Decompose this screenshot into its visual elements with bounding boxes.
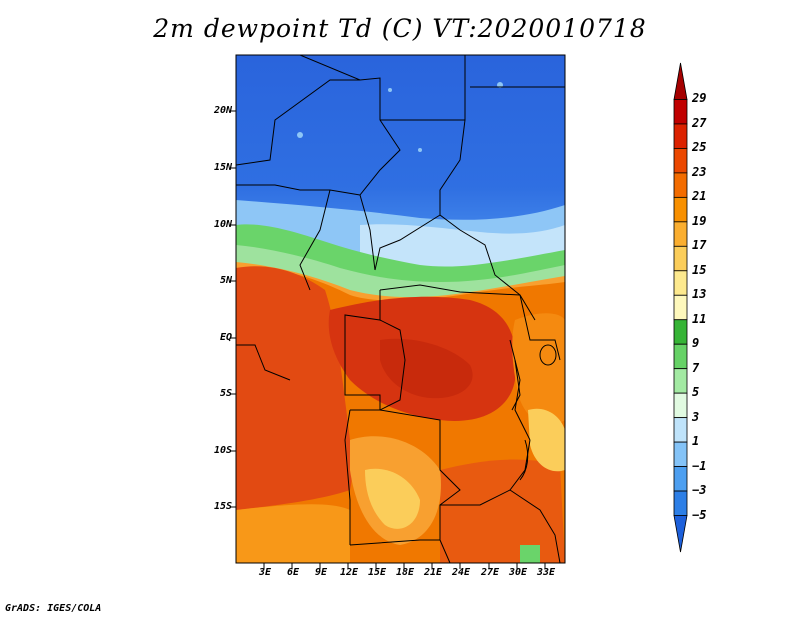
lon-label-15e: 15E: [367, 567, 387, 578]
colorbar-label: 27: [692, 115, 707, 130]
colorbar-segment: [673, 172, 688, 198]
colorbar-segment: [673, 490, 688, 516]
east-dry: [528, 408, 565, 472]
lat-label-15s: 15S: [213, 501, 232, 512]
lon-label-9e: 9E: [314, 567, 328, 578]
lakes: [511, 344, 557, 481]
colorbar-segment: [673, 343, 688, 370]
colorbar-label: 11: [692, 311, 707, 326]
colorbar-segment: [673, 245, 688, 272]
map-field: [236, 55, 565, 563]
colorbar-label: 5: [692, 385, 700, 400]
lon-label-18e: 18E: [395, 567, 415, 578]
lat-label-5s: 5S: [219, 388, 232, 399]
lon-label-27e: 27E: [480, 567, 500, 578]
colorbar-segment: [673, 294, 688, 321]
lat-label-10n: 10N: [213, 219, 232, 230]
colorbar-segment: [673, 368, 688, 394]
lon-label-30e: 30E: [508, 567, 528, 578]
colorbar-segment: [673, 148, 688, 174]
colorbar-label: 7: [692, 360, 700, 375]
colorbar-segment: [673, 221, 688, 247]
lat-label-20n: 20N: [213, 105, 232, 116]
colorbar-segment: [673, 441, 688, 467]
southeast-humid: [440, 459, 565, 563]
colorbar-label: 25: [692, 140, 707, 155]
colorbar-arrow-bottom: [673, 515, 688, 553]
colorbar-label: 15: [692, 262, 707, 277]
colorbar-segment: [673, 417, 688, 443]
colorbar-label: 1: [692, 434, 700, 449]
colorbar-segment: [673, 319, 688, 345]
colorbar-label: 3: [692, 409, 700, 424]
lat-label-5n: 5N: [219, 275, 232, 286]
colorbar: [673, 62, 688, 553]
colorbar-label: 29: [692, 91, 707, 106]
colorbar-label: 9: [692, 336, 700, 351]
lon-label-33e: 33E: [536, 567, 556, 578]
colorbar-label: −3: [692, 483, 707, 498]
lat-label-10s: 10S: [213, 445, 232, 456]
map-frame: [235, 54, 566, 564]
country-borders: [236, 55, 565, 563]
credit-text: GrADS: IGES/COLA: [5, 603, 102, 614]
colorbar-label: 13: [692, 287, 707, 302]
ocean-humid: [236, 266, 353, 510]
colorbar-segment: [673, 392, 688, 419]
lon-label-24e: 24E: [451, 567, 471, 578]
lon-label-21e: 21E: [423, 567, 443, 578]
colorbar-arrow-top: [673, 62, 688, 100]
colorbar-segment: [673, 123, 688, 149]
colorbar-segment: [673, 99, 688, 125]
colorbar-label: −5: [692, 507, 707, 522]
colorbar-label: 19: [692, 213, 707, 228]
east-highlands: [512, 313, 565, 425]
south-green-patch: [520, 545, 540, 563]
congo-core-inner: [380, 338, 473, 399]
colorbar-segment: [673, 196, 688, 223]
colorbar-label: 23: [692, 164, 707, 179]
lon-label-12e: 12E: [339, 567, 359, 578]
angola-dry: [365, 468, 420, 529]
map-title: 2m dewpoint Td (C) VT:2020010718: [153, 14, 647, 43]
colorbar-segment: [673, 466, 688, 492]
lon-label-6e: 6E: [286, 567, 300, 578]
colorbar-label: −1: [692, 458, 707, 473]
colorbar-label: 21: [692, 189, 707, 204]
colorbar-label: 17: [692, 238, 707, 253]
lat-label-15n: 15N: [213, 162, 232, 173]
colorbar-segment: [673, 270, 688, 296]
southwest-zone: [236, 504, 350, 563]
lat-label-eq: EQ: [219, 332, 232, 343]
lon-label-3e: 3E: [258, 567, 272, 578]
axis-ticks: [230, 110, 546, 569]
